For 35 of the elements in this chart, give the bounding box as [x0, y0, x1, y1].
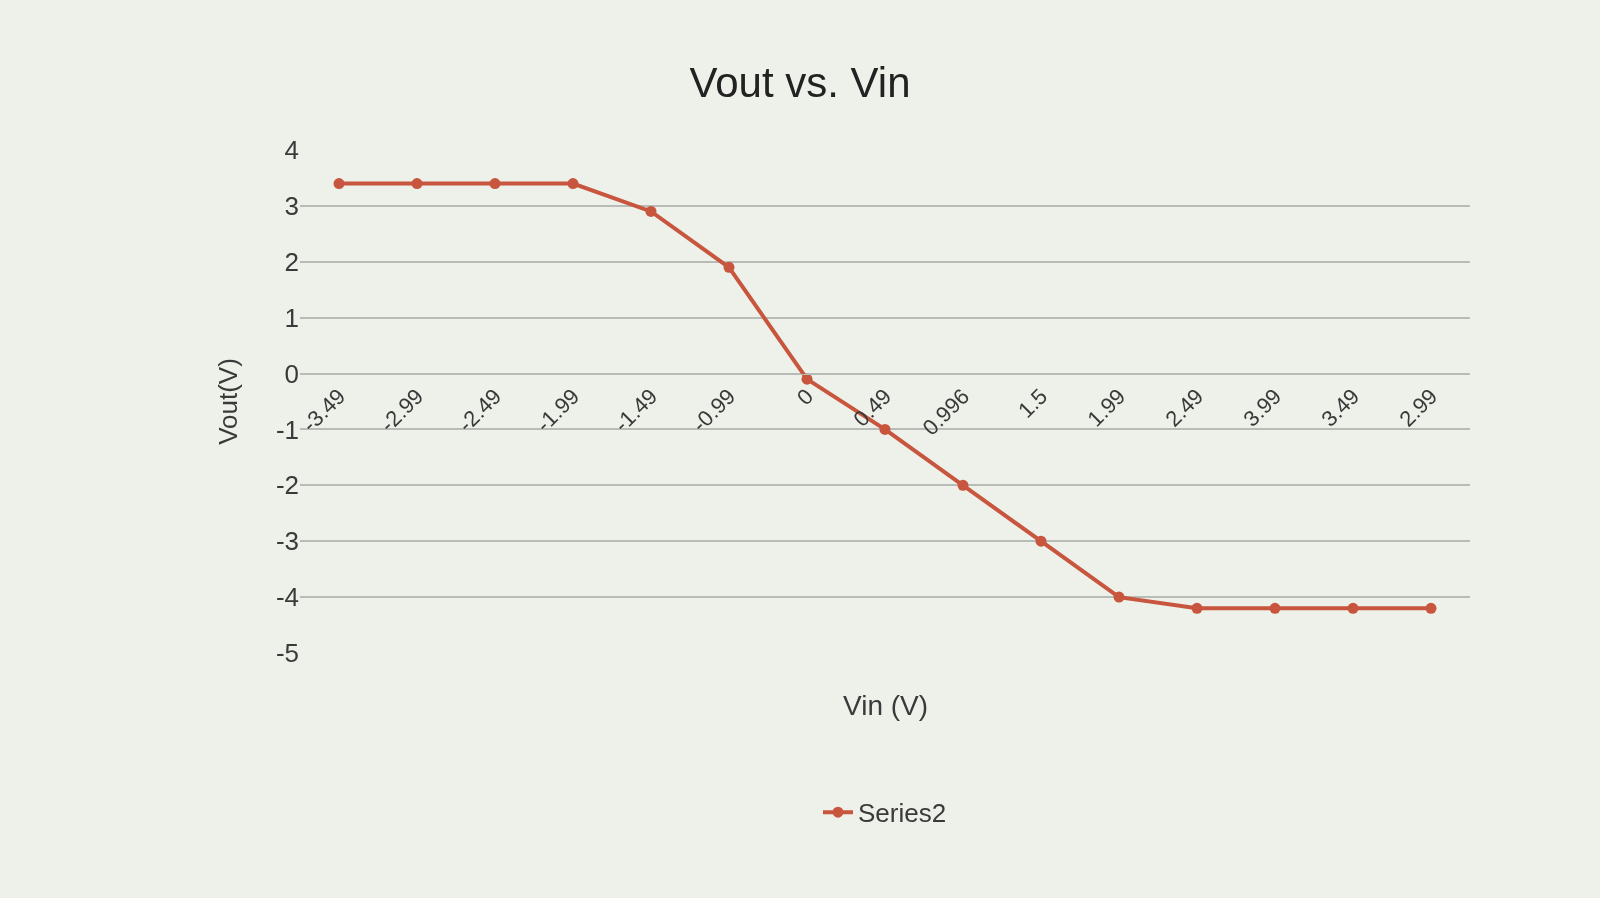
y-tick-label: -5: [275, 638, 299, 669]
point: [1113, 591, 1125, 603]
point: [723, 261, 735, 273]
x-tick-label: 2.99: [1394, 383, 1443, 432]
x-tick-label: 3.49: [1316, 383, 1365, 432]
point: [489, 178, 501, 190]
x-tick-label: 1.99: [1082, 383, 1131, 432]
legend-label: Series2: [858, 798, 947, 829]
point: [411, 178, 423, 190]
y-tick-label: 1: [284, 302, 299, 333]
x-tick-label: 3.99: [1238, 383, 1287, 432]
y-tick-label: 4: [284, 135, 299, 166]
y-tick-label: -2: [275, 470, 299, 501]
point: [1035, 535, 1047, 547]
y-axis-title: Vout(V): [213, 358, 244, 445]
x-tick-label: 0.49: [848, 383, 897, 432]
x-tick-label: 2.49: [1160, 383, 1209, 432]
point: [567, 178, 579, 190]
point: [1347, 602, 1359, 614]
point: [1191, 602, 1203, 614]
y-tick-label: 2: [284, 246, 299, 277]
point: [1425, 602, 1437, 614]
point: [645, 205, 657, 217]
y-tick-label: -1: [275, 414, 299, 445]
y-tick-label: -3: [275, 526, 299, 557]
point: [333, 178, 345, 190]
x-tick-label: 0: [791, 383, 819, 410]
y-tick-label: 3: [284, 190, 299, 221]
y-tick-label: 0: [284, 358, 299, 389]
y-tick-label: -4: [275, 582, 299, 613]
chart-title: Vout vs. Vin: [689, 58, 911, 106]
x-axis-title: Vin (V): [843, 690, 929, 721]
x-tick-label: 1.5: [1013, 383, 1053, 423]
point: [957, 479, 969, 491]
point: [1269, 602, 1281, 614]
